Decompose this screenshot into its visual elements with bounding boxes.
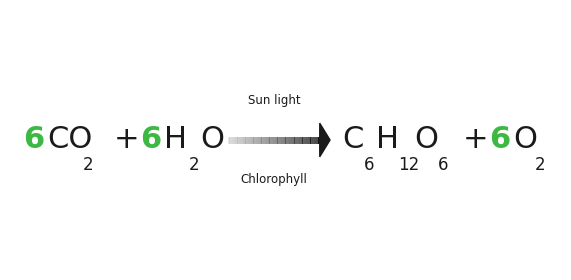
Text: O: O	[415, 125, 439, 155]
Text: CO: CO	[47, 125, 92, 155]
Text: C: C	[343, 125, 364, 155]
Text: 12: 12	[398, 156, 419, 174]
Text: +: +	[463, 125, 488, 155]
Polygon shape	[320, 123, 330, 157]
Text: 6: 6	[140, 125, 161, 155]
Text: 6: 6	[23, 125, 44, 155]
Text: 2: 2	[535, 156, 546, 174]
Text: 2: 2	[188, 156, 199, 174]
Text: 6: 6	[364, 156, 375, 174]
Text: 6: 6	[489, 125, 510, 155]
Text: O: O	[200, 125, 224, 155]
Text: 6: 6	[437, 156, 448, 174]
Text: 2: 2	[83, 156, 94, 174]
Text: H: H	[376, 125, 399, 155]
Text: Chlorophyll: Chlorophyll	[240, 173, 308, 186]
Text: O: O	[513, 125, 537, 155]
Text: H: H	[164, 125, 187, 155]
Text: Sun light: Sun light	[248, 94, 300, 107]
Text: +: +	[114, 125, 140, 155]
